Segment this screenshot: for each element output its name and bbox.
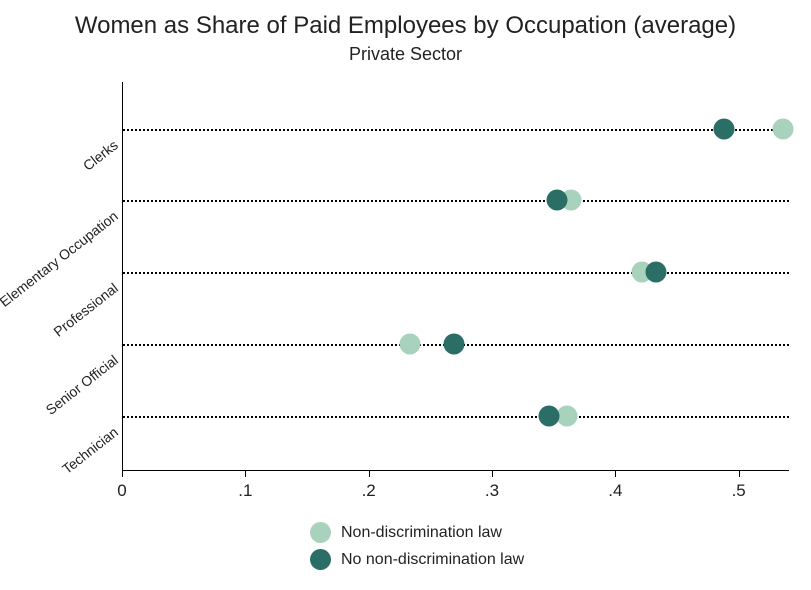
legend-item: No non-discrimination law	[310, 549, 524, 570]
grid-row-line	[123, 200, 789, 202]
legend-marker-icon	[310, 522, 331, 543]
x-axis-tick	[122, 470, 123, 477]
data-marker	[557, 405, 578, 426]
chart-container: Women as Share of Paid Employees by Occu…	[0, 0, 811, 590]
data-marker	[538, 405, 559, 426]
data-marker	[443, 333, 464, 354]
y-axis-label: Clerks	[80, 136, 121, 173]
legend-marker-icon	[310, 549, 331, 570]
grid-row-line	[123, 416, 789, 418]
x-axis-tick-label: .3	[462, 481, 522, 501]
legend-item: Non-discrimination law	[310, 522, 524, 543]
data-marker	[645, 262, 666, 283]
x-axis-tick-label: .1	[215, 481, 275, 501]
legend-label: Non-discrimination law	[341, 524, 502, 542]
y-axis-label: Professional	[50, 280, 121, 340]
data-marker	[547, 190, 568, 211]
x-axis-tick-label: .5	[709, 481, 769, 501]
y-axis-label: Technician	[59, 423, 121, 476]
data-marker	[772, 118, 793, 139]
x-axis-tick	[245, 470, 246, 477]
x-axis-tick	[492, 470, 493, 477]
data-marker	[400, 333, 421, 354]
x-axis-tick-label: 0	[92, 481, 152, 501]
legend: Non-discrimination law No non-discriminat…	[310, 522, 524, 576]
x-axis-tick	[615, 470, 616, 477]
x-axis-tick	[739, 470, 740, 477]
grid-row-line	[123, 129, 789, 131]
x-axis-tick-label: .4	[585, 481, 645, 501]
chart-title: Women as Share of Paid Employees by Occu…	[0, 12, 811, 40]
x-axis-tick	[369, 470, 370, 477]
chart-subtitle: Private Sector	[0, 44, 811, 65]
grid-row-line	[123, 272, 789, 274]
plot-area	[122, 82, 789, 471]
y-axis-label: Senior Official	[43, 352, 121, 418]
x-axis-tick-label: .2	[339, 481, 399, 501]
data-marker	[713, 118, 734, 139]
legend-label: No non-discrimination law	[341, 551, 524, 569]
